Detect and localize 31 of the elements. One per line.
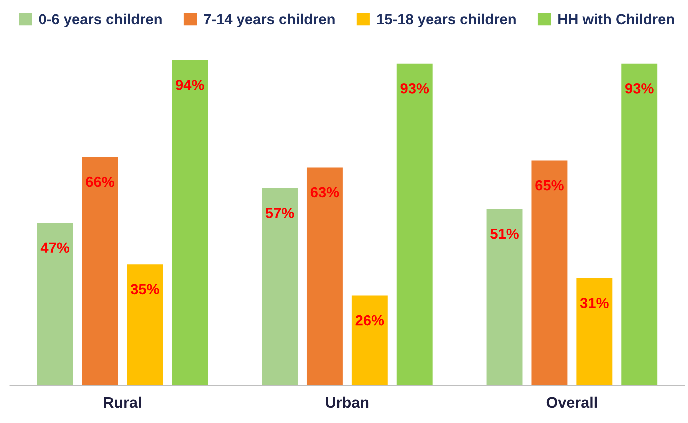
bar (172, 60, 208, 386)
data-label: 51% (490, 228, 519, 240)
x-tick-label: Urban (326, 396, 369, 408)
legend-label: 15-18 years children (377, 14, 516, 28)
bar (622, 64, 658, 386)
bar (396, 64, 433, 386)
bar (127, 264, 164, 386)
data-label: 66% (86, 176, 114, 188)
bar (576, 278, 613, 386)
bar (486, 209, 523, 386)
legend-label: 0-6 years children (39, 14, 162, 28)
x-tick-label: Overall (546, 396, 598, 408)
data-label: 63% (310, 187, 340, 198)
data-label: 35% (130, 284, 160, 295)
data-label: 94% (176, 80, 204, 90)
data-label: 31% (580, 298, 609, 308)
bar (532, 160, 568, 386)
data-label: 26% (356, 315, 384, 326)
data-label: 65% (536, 180, 564, 191)
bar (352, 296, 388, 386)
data-label: 93% (626, 83, 654, 94)
x-tick-label: Rural (104, 396, 142, 408)
legend-label: 7-14 years children (204, 14, 335, 28)
bar (82, 157, 118, 386)
data-label: 93% (400, 83, 430, 94)
bar (306, 168, 343, 386)
data-label: 47% (40, 242, 70, 253)
data-label: 57% (266, 208, 294, 218)
legend-label: HH with Children (558, 14, 674, 25)
bar (262, 188, 298, 386)
bar (37, 223, 74, 386)
